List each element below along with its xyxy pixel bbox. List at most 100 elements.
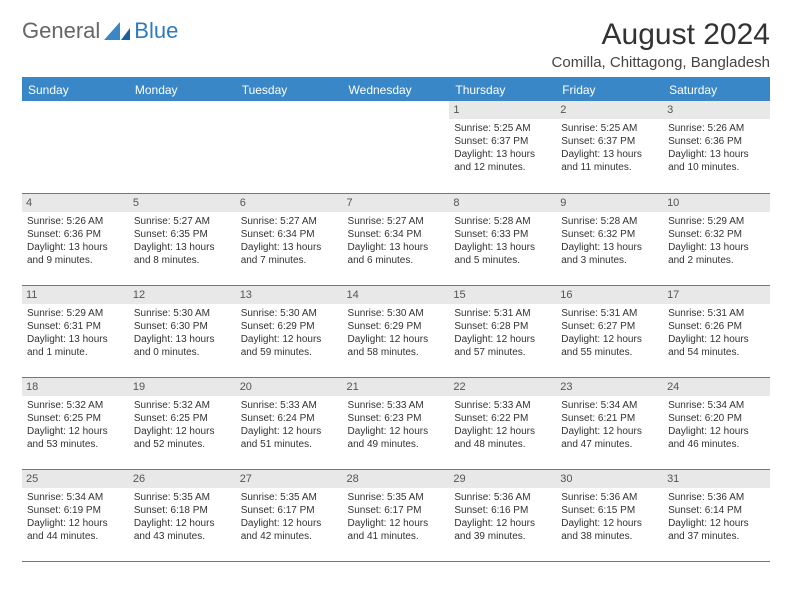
calendar-day-cell: 9Sunrise: 5:28 AMSunset: 6:32 PMDaylight…: [556, 193, 663, 285]
sunset-text: Sunset: 6:17 PM: [241, 504, 338, 517]
daylight1-text: Daylight: 12 hours: [348, 333, 445, 346]
day-details: Sunrise: 5:25 AMSunset: 6:37 PMDaylight:…: [561, 122, 658, 174]
day-number: 11: [22, 286, 129, 304]
day-number: 14: [343, 286, 450, 304]
day-details: Sunrise: 5:30 AMSunset: 6:29 PMDaylight:…: [241, 307, 338, 359]
calendar-day-cell: 13Sunrise: 5:30 AMSunset: 6:29 PMDayligh…: [236, 285, 343, 377]
daylight1-text: Daylight: 13 hours: [668, 241, 765, 254]
daylight2-text: and 41 minutes.: [348, 530, 445, 543]
calendar-week: 18Sunrise: 5:32 AMSunset: 6:25 PMDayligh…: [22, 377, 770, 469]
daylight1-text: Daylight: 12 hours: [348, 425, 445, 438]
sunset-text: Sunset: 6:29 PM: [241, 320, 338, 333]
weekday-header: Thursday: [449, 78, 556, 101]
calendar-day-cell: 14 Sunrise: 5:30 AMSunset: 6:29 PMDayligh…: [343, 285, 450, 377]
daylight2-text: and 38 minutes.: [561, 530, 658, 543]
sunset-text: Sunset: 6:21 PM: [561, 412, 658, 425]
calendar-day-cell: [129, 101, 236, 193]
calendar-day-cell: 4Sunrise: 5:26 AMSunset: 6:36 PMDaylight…: [22, 193, 129, 285]
calendar-week: 11Sunrise: 5:29 AMSunset: 6:31 PMDayligh…: [22, 285, 770, 377]
day-details: Sunrise: 5:29 AMSunset: 6:32 PMDaylight:…: [668, 215, 765, 267]
day-number: 31: [663, 470, 770, 488]
day-number: 6: [236, 194, 343, 212]
sunrise-text: Sunrise: 5:36 AM: [454, 491, 551, 504]
day-details: Sunrise: 5:26 AMSunset: 6:36 PMDaylight:…: [668, 122, 765, 174]
sunrise-text: Sunrise: 5:31 AM: [454, 307, 551, 320]
sunrise-text: Sunrise: 5:27 AM: [134, 215, 231, 228]
daylight1-text: Daylight: 13 hours: [27, 241, 124, 254]
day-details: Sunrise: 5:30 AMSunset: 6:29 PMDaylight:…: [348, 307, 445, 359]
sunset-text: Sunset: 6:27 PM: [561, 320, 658, 333]
title-block: August 2024 Comilla, Chittagong, Banglad…: [552, 18, 770, 71]
daylight1-text: Daylight: 13 hours: [668, 148, 765, 161]
day-details: Sunrise: 5:27 AMSunset: 6:34 PMDaylight:…: [348, 215, 445, 267]
day-number: 1: [449, 101, 556, 119]
sunrise-text: Sunrise: 5:35 AM: [241, 491, 338, 504]
calendar-day-cell: 5Sunrise: 5:27 AMSunset: 6:35 PMDaylight…: [129, 193, 236, 285]
sunset-text: Sunset: 6:29 PM: [348, 320, 445, 333]
calendar-day-cell: 25Sunrise: 5:34 AMSunset: 6:19 PMDayligh…: [22, 469, 129, 561]
logo: General Blue: [22, 18, 178, 44]
sunset-text: Sunset: 6:34 PM: [241, 228, 338, 241]
day-details: Sunrise: 5:31 AMSunset: 6:28 PMDaylight:…: [454, 307, 551, 359]
day-number: 20: [236, 378, 343, 396]
sunset-text: Sunset: 6:32 PM: [668, 228, 765, 241]
day-details: Sunrise: 5:27 AMSunset: 6:35 PMDaylight:…: [134, 215, 231, 267]
day-details: Sunrise: 5:32 AMSunset: 6:25 PMDaylight:…: [134, 399, 231, 451]
daylight1-text: Daylight: 12 hours: [561, 425, 658, 438]
sunset-text: Sunset: 6:36 PM: [668, 135, 765, 148]
sunset-text: Sunset: 6:17 PM: [348, 504, 445, 517]
day-number: 3: [663, 101, 770, 119]
day-details: Sunrise: 5:33 AMSunset: 6:23 PMDaylight:…: [348, 399, 445, 451]
daylight1-text: Daylight: 12 hours: [134, 425, 231, 438]
sunset-text: Sunset: 6:23 PM: [348, 412, 445, 425]
sunrise-text: Sunrise: 5:29 AM: [668, 215, 765, 228]
daylight2-text: and 1 minute.: [27, 346, 124, 359]
day-details: Sunrise: 5:34 AMSunset: 6:19 PMDaylight:…: [27, 491, 124, 543]
calendar-day-cell: 24Sunrise: 5:34 AMSunset: 6:20 PMDayligh…: [663, 377, 770, 469]
sunset-text: Sunset: 6:26 PM: [668, 320, 765, 333]
sunrise-text: Sunrise: 5:27 AM: [241, 215, 338, 228]
day-number: 15: [449, 286, 556, 304]
calendar-day-cell: 19Sunrise: 5:32 AMSunset: 6:25 PMDayligh…: [129, 377, 236, 469]
daylight1-text: Daylight: 12 hours: [561, 517, 658, 530]
day-number: 8: [449, 194, 556, 212]
day-details: Sunrise: 5:30 AMSunset: 6:30 PMDaylight:…: [134, 307, 231, 359]
daylight2-text: and 42 minutes.: [241, 530, 338, 543]
day-details: Sunrise: 5:36 AMSunset: 6:15 PMDaylight:…: [561, 491, 658, 543]
daylight2-text: and 49 minutes.: [348, 438, 445, 451]
sunrise-text: Sunrise: 5:26 AM: [27, 215, 124, 228]
sunrise-text: Sunrise: 5:27 AM: [348, 215, 445, 228]
sunrise-text: Sunrise: 5:30 AM: [348, 307, 445, 320]
sunrise-text: Sunrise: 5:26 AM: [668, 122, 765, 135]
day-details: Sunrise: 5:27 AMSunset: 6:34 PMDaylight:…: [241, 215, 338, 267]
calendar-day-cell: 12Sunrise: 5:30 AMSunset: 6:30 PMDayligh…: [129, 285, 236, 377]
weekday-header: Friday: [556, 78, 663, 101]
daylight1-text: Daylight: 12 hours: [668, 333, 765, 346]
daylight1-text: Daylight: 13 hours: [134, 241, 231, 254]
weekday-header: Tuesday: [236, 78, 343, 101]
calendar-day-cell: 6 Sunrise: 5:27 AMSunset: 6:34 PMDaylight…: [236, 193, 343, 285]
sunset-text: Sunset: 6:14 PM: [668, 504, 765, 517]
sunrise-text: Sunrise: 5:33 AM: [454, 399, 551, 412]
weekday-row: Sunday Monday Tuesday Wednesday Thursday…: [22, 78, 770, 101]
day-details: Sunrise: 5:26 AMSunset: 6:36 PMDaylight:…: [27, 215, 124, 267]
day-details: Sunrise: 5:28 AMSunset: 6:32 PMDaylight:…: [561, 215, 658, 267]
sunset-text: Sunset: 6:31 PM: [27, 320, 124, 333]
calendar-day-cell: [22, 101, 129, 193]
calendar-day-cell: 22Sunrise: 5:33 AMSunset: 6:22 PMDayligh…: [449, 377, 556, 469]
daylight1-text: Daylight: 13 hours: [561, 241, 658, 254]
daylight2-text: and 57 minutes.: [454, 346, 551, 359]
daylight1-text: Daylight: 12 hours: [134, 517, 231, 530]
sunset-text: Sunset: 6:33 PM: [454, 228, 551, 241]
day-details: Sunrise: 5:28 AMSunset: 6:33 PMDaylight:…: [454, 215, 551, 267]
daylight2-text: and 12 minutes.: [454, 161, 551, 174]
daylight2-text: and 47 minutes.: [561, 438, 658, 451]
calendar-day-cell: 8 Sunrise: 5:28 AMSunset: 6:33 PMDaylight…: [449, 193, 556, 285]
daylight2-text: and 53 minutes.: [27, 438, 124, 451]
daylight1-text: Daylight: 13 hours: [241, 241, 338, 254]
day-number: 17: [663, 286, 770, 304]
logo-sail-icon: [104, 22, 130, 40]
calendar-week: 25Sunrise: 5:34 AMSunset: 6:19 PMDayligh…: [22, 469, 770, 561]
calendar-day-cell: 23Sunrise: 5:34 AMSunset: 6:21 PMDayligh…: [556, 377, 663, 469]
daylight2-text: and 54 minutes.: [668, 346, 765, 359]
